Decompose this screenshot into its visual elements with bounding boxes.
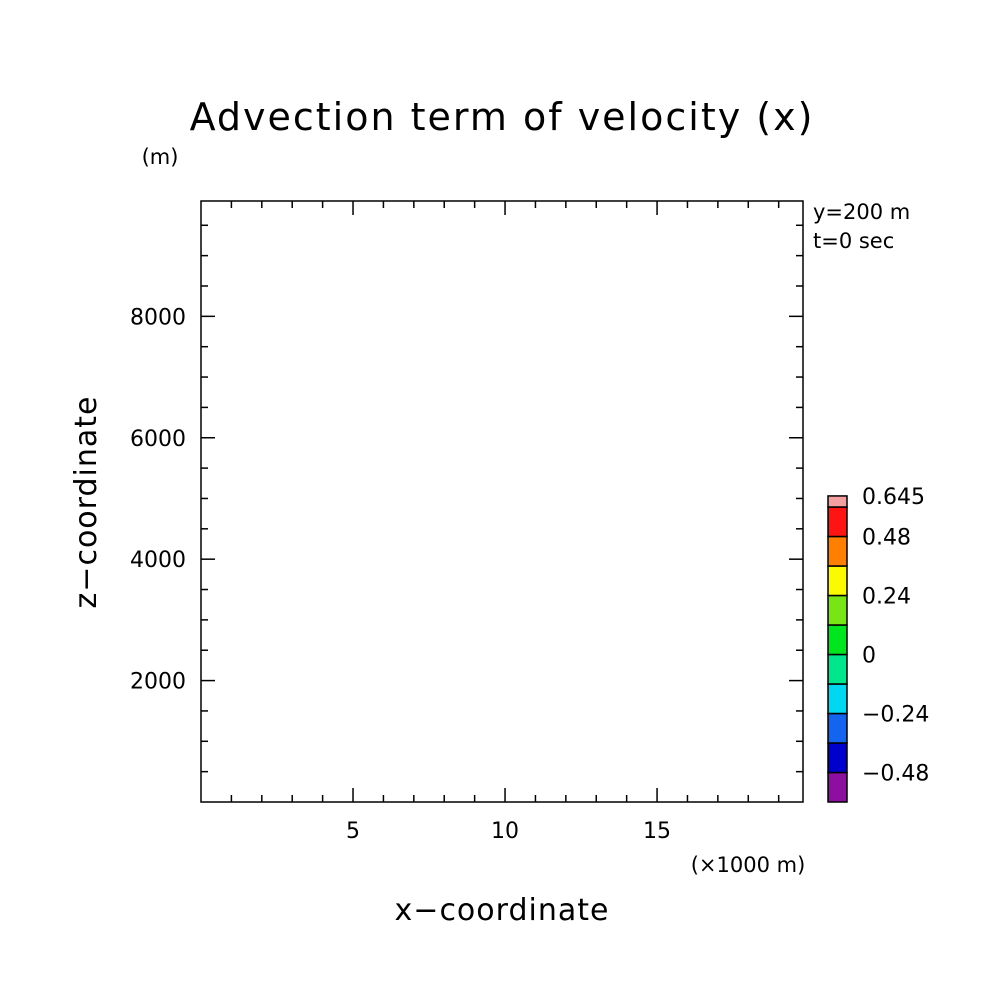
colorbar-swatch: [827, 653, 848, 685]
colorbar-swatch: [827, 624, 848, 656]
plot-area: [201, 201, 803, 802]
slice-annotation: y=200 m: [813, 200, 910, 224]
colorbar-label: −0.24: [862, 703, 929, 728]
chart-title: Advection term of velocity (x): [190, 95, 815, 139]
x-tick-labels: 5 10 15: [346, 819, 671, 844]
colorbar-swatch: [827, 712, 848, 744]
colorbar-swatch: [827, 771, 848, 803]
colorbar-swatch: [827, 495, 848, 508]
x-axis-unit: (×1000 m): [691, 853, 806, 877]
colorbar-label: 0.24: [862, 585, 911, 610]
x-tick-label: 15: [643, 819, 671, 844]
colorbar-label: 0.645: [862, 485, 925, 510]
x-tick-label: 5: [346, 819, 360, 844]
y-tick-label: 6000: [130, 427, 186, 452]
colorbar-label: −0.48: [862, 762, 929, 787]
y-tick-labels: 2000 4000 6000 8000: [130, 305, 186, 694]
colorbar-swatch: [827, 506, 848, 538]
colorbar-swatch: [827, 683, 848, 715]
x-axis-label: x−coordinate: [395, 893, 610, 928]
axis-ticks: [201, 201, 803, 802]
y-tick-label: 4000: [130, 548, 186, 573]
plot-frame: [200, 200, 804, 803]
colorbar: 0.645 0.48 0.24 0 −0.24 −0.48: [827, 485, 929, 803]
colorbar-label: 0: [862, 644, 876, 669]
x-tick-label: 10: [491, 819, 519, 844]
colorbar-swatch: [827, 594, 848, 626]
y-tick-label: 2000: [130, 670, 186, 695]
y-tick-label: 8000: [130, 305, 186, 330]
y-axis-unit: (m): [142, 145, 179, 169]
y-axis-label: z−coordinate: [69, 396, 104, 609]
time-annotation: t=0 sec: [813, 229, 894, 253]
colorbar-label: 0.48: [862, 526, 911, 551]
colorbar-swatch: [827, 565, 848, 597]
colorbar-swatch: [827, 742, 848, 774]
colorbar-swatch: [827, 535, 848, 567]
